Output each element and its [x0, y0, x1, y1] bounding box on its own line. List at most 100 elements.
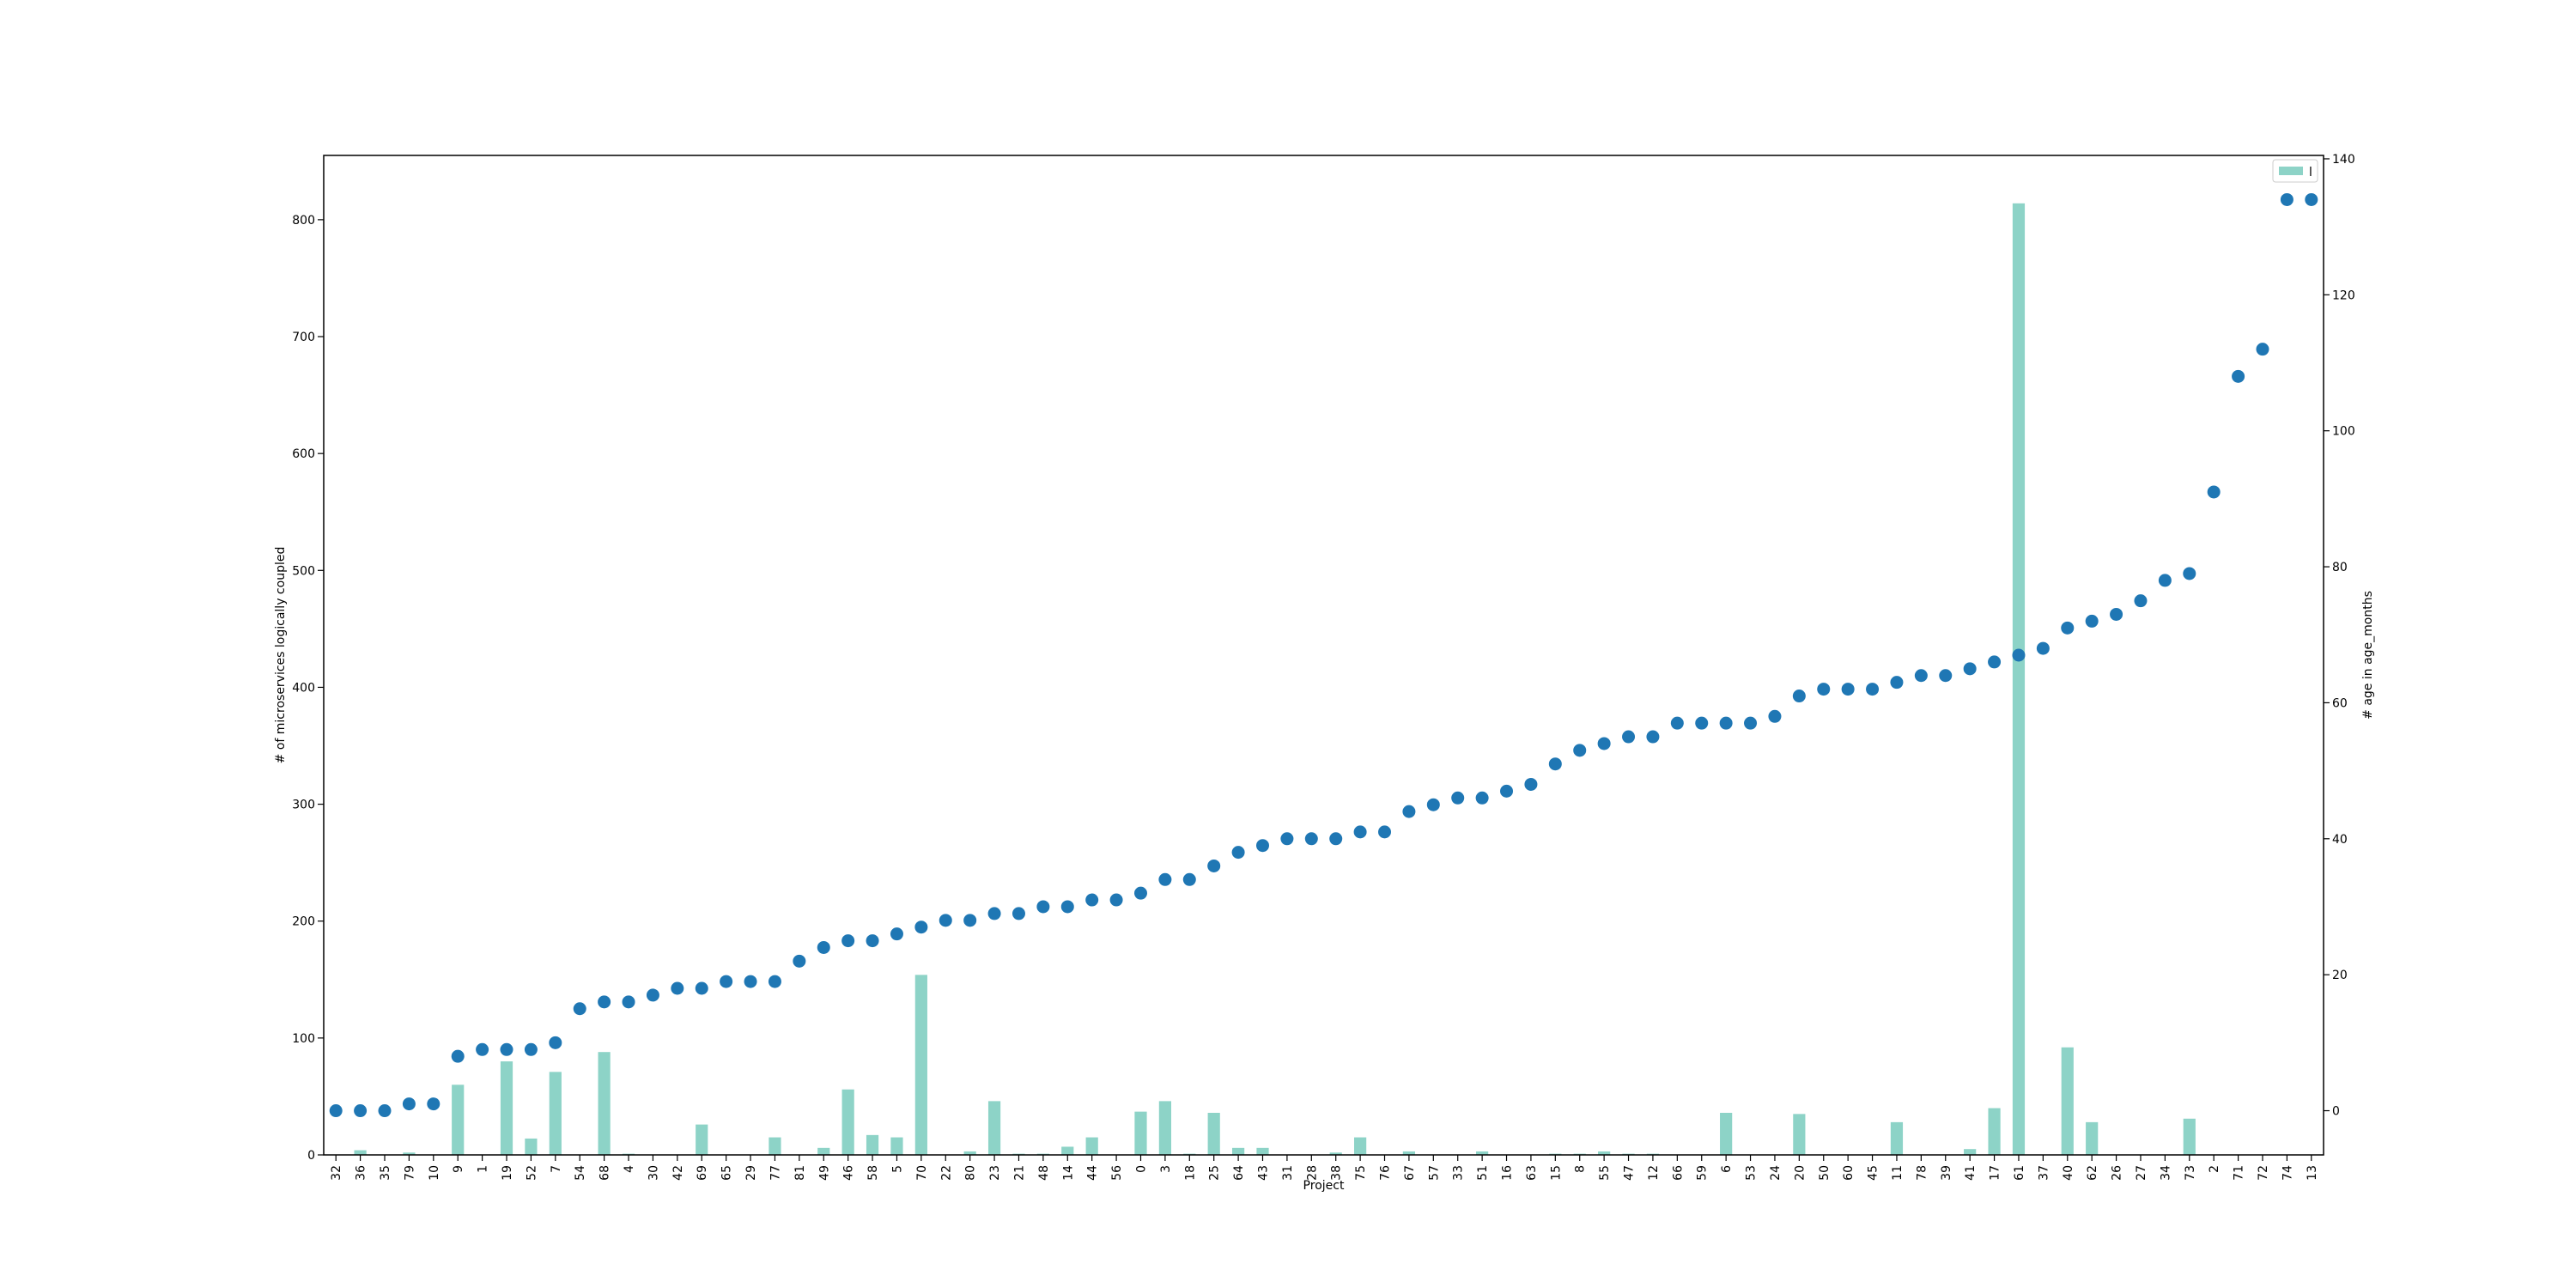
x-tick-label: 3	[1159, 1165, 1173, 1173]
x-tick-label: 22	[939, 1165, 953, 1181]
x-tick-label: 15	[1549, 1165, 1563, 1181]
x-tick-label: 69	[696, 1165, 709, 1181]
x-tick-label: 7	[550, 1165, 563, 1173]
scatter-point	[1963, 662, 1977, 676]
bar	[1793, 1114, 1806, 1155]
bar	[1476, 1151, 1489, 1155]
bar	[963, 1151, 976, 1155]
x-tick-label: 56	[1110, 1165, 1124, 1181]
x-tick-label: 55	[1598, 1165, 1612, 1181]
x-tick-label: 23	[988, 1165, 1002, 1181]
x-tick-label: 37	[2037, 1165, 2050, 1181]
scatter-point	[622, 995, 635, 1009]
scatter-point	[1622, 730, 1636, 744]
x-tick-label: 26	[2111, 1165, 2124, 1181]
x-tick-label: 19	[501, 1165, 514, 1181]
x-axis: 32 36 35 79 10 9 1 19 52 7 54 68 4 30 42 69 65 29 77 81 49 46…	[330, 1155, 2319, 1181]
bar	[1207, 1112, 1220, 1155]
scatter-point	[1207, 859, 1221, 872]
x-tick-label: 70	[915, 1165, 929, 1181]
scatter-point	[1085, 893, 1099, 907]
x-tick-label: 51	[1476, 1165, 1490, 1181]
bar	[866, 1134, 879, 1155]
scatter-point	[1109, 893, 1123, 907]
legend-label: l	[2309, 166, 2312, 179]
scatter-point	[1451, 791, 1465, 805]
scatter-point	[524, 1042, 538, 1056]
x-tick-label: 11	[1891, 1165, 1905, 1181]
scatter-point	[1329, 832, 1343, 846]
scatter-point	[1670, 716, 1684, 730]
scatter-point	[1768, 709, 1782, 723]
left-y-tick-label: 0	[307, 1149, 315, 1163]
bar	[452, 1084, 465, 1155]
scatter-point	[720, 975, 733, 988]
bar	[2183, 1118, 2196, 1155]
scatter-point	[1255, 839, 1269, 853]
x-tick-label: 49	[817, 1165, 831, 1181]
x-tick-label: 33	[1452, 1165, 1466, 1181]
x-tick-label: 75	[1354, 1165, 1368, 1181]
scatter-point	[598, 995, 611, 1009]
x-tick-label: 38	[1330, 1165, 1344, 1181]
scatter-point	[402, 1097, 416, 1111]
bar	[987, 1101, 1001, 1155]
scatter-point	[378, 1104, 392, 1118]
right-y-tick-label: 140	[2332, 153, 2355, 167]
scatter-point	[817, 940, 830, 954]
bar	[1329, 1152, 1342, 1155]
left-y-tick-label: 300	[292, 799, 315, 812]
x-tick-label: 2	[2208, 1165, 2221, 1173]
bar	[696, 1124, 708, 1155]
x-tick-label: 36	[355, 1165, 368, 1181]
plot-frame	[323, 155, 2324, 1156]
scatter-point	[2207, 485, 2221, 499]
scatter-point	[671, 981, 684, 995]
x-tick-label: 59	[1696, 1165, 1710, 1181]
right-y-tick-label: 120	[2332, 289, 2355, 302]
left-y-tick-label: 700	[292, 331, 315, 344]
scatter-point	[329, 1104, 343, 1118]
x-tick-label: 29	[744, 1165, 758, 1181]
scatter-point	[2036, 641, 2050, 655]
x-tick-label: 65	[720, 1165, 734, 1181]
scatter-point	[1817, 683, 1831, 696]
x-tick-label: 63	[1525, 1165, 1539, 1181]
scatter-point	[1548, 757, 1562, 771]
x-tick-label: 76	[1379, 1165, 1393, 1181]
bar	[1061, 1146, 1074, 1155]
x-tick-label: 28	[1305, 1165, 1319, 1181]
scatter-point	[476, 1042, 489, 1056]
x-tick-label: 27	[2135, 1165, 2148, 1181]
x-tick-label: 9	[452, 1165, 465, 1173]
right-y-tick-label: 20	[2332, 969, 2348, 982]
right-y-tick-label: 0	[2332, 1105, 2340, 1119]
x-tick-label: 44	[1086, 1165, 1100, 1181]
x-tick-label: 4	[623, 1165, 636, 1173]
x-tick-label: 39	[1940, 1165, 1953, 1181]
x-tick-label: 0	[1134, 1165, 1148, 1173]
scatter-point	[890, 927, 903, 941]
scatter-point	[1719, 716, 1733, 730]
legend-swatch	[2279, 167, 2303, 175]
scatter-point	[573, 1002, 586, 1016]
bar	[500, 1061, 513, 1155]
x-tick-label: 20	[1793, 1165, 1807, 1181]
x-tick-label: 32	[330, 1165, 343, 1181]
x-tick-label: 77	[769, 1165, 782, 1181]
right-y-tick-label: 40	[2332, 833, 2348, 847]
x-tick-label: 17	[1989, 1165, 2002, 1181]
x-tick-label: 71	[2233, 1165, 2246, 1181]
scatter-point	[646, 988, 659, 1002]
x-tick-label: 12	[1647, 1165, 1661, 1181]
scatter-point	[2110, 607, 2123, 621]
scatter-point	[2012, 648, 2026, 662]
x-tick-label: 81	[793, 1165, 807, 1181]
scatter-series	[329, 192, 2318, 1118]
left-y-tick-label: 400	[292, 681, 315, 695]
x-tick-label: 21	[1012, 1165, 1026, 1181]
scatter-point	[1500, 784, 1514, 798]
bar	[1402, 1151, 1416, 1155]
scatter-point	[1426, 798, 1440, 811]
